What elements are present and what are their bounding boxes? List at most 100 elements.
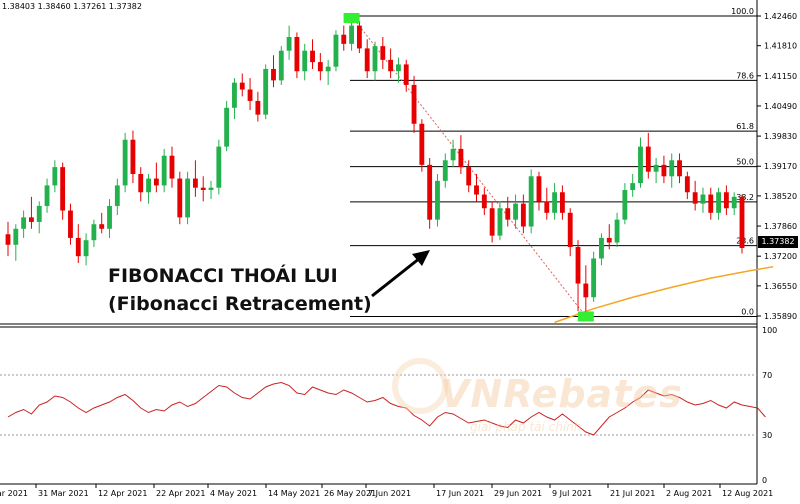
- candle-body: [481, 194, 487, 209]
- time-tick-label: 12 Aug 2021: [722, 489, 773, 498]
- candle-body: [21, 217, 27, 229]
- candle-body: [380, 46, 386, 60]
- candle-body: [388, 59, 394, 72]
- price-tick-label: 1.42460: [764, 12, 797, 21]
- candle-body: [723, 192, 729, 209]
- price-tick-label: 1.39830: [764, 132, 797, 141]
- price-tick-label: 1.37200: [764, 252, 797, 261]
- candle-body: [349, 25, 354, 44]
- rsi-tick-label: 70: [762, 371, 772, 380]
- annotation-arrow: [371, 250, 430, 298]
- candle-body: [442, 160, 448, 181]
- swing-high-marker: [343, 13, 360, 23]
- candle-body: [216, 146, 222, 188]
- time-tick-label: 22 Apr 2021: [156, 489, 205, 498]
- fib-label-0: 100.0: [731, 7, 754, 16]
- candle-body: [731, 196, 737, 209]
- rsi-panel: 100 70 30 0: [0, 326, 777, 485]
- annotation-title: FIBONACCI THOÁI LUI: [108, 265, 338, 287]
- time-tick-label: 21 Jul 2021: [610, 489, 655, 498]
- candle-body: [263, 68, 269, 115]
- candle-body: [505, 208, 511, 220]
- candle-body: [489, 208, 495, 236]
- rsi-tick-label: 100: [762, 326, 777, 335]
- watermark-logo-icon: [392, 358, 448, 414]
- candle-body: [372, 46, 378, 72]
- candle-body: [44, 185, 50, 206]
- candle-body: [52, 167, 58, 186]
- candle-body: [341, 34, 347, 44]
- price-tick-label: 1.39170: [764, 162, 797, 171]
- candle-body: [255, 100, 261, 115]
- candle-body: [614, 219, 620, 243]
- moving-average: [554, 265, 774, 324]
- time-tick-label: 29 Jun 2021: [494, 489, 542, 498]
- candle-body: [302, 50, 308, 72]
- candle-body: [474, 185, 479, 195]
- candle-body: [559, 192, 565, 213]
- candle-body: [208, 187, 214, 190]
- fib-label-5: 23.6: [736, 237, 754, 246]
- candle-body: [325, 66, 331, 72]
- price-tick-label: 1.35890: [764, 312, 797, 321]
- price-axis: 1.42460 1.41810 1.41150 1.40490 1.39830 1.391…: [757, 12, 797, 321]
- ohlc-readout: 1.38403 1.38460 1.37261 1.37382: [2, 2, 142, 11]
- annotation-label: FIBONACCI THOÁI LUI (Fibonacci Retraceme…: [108, 262, 372, 318]
- rsi-tick-label: 30: [762, 431, 772, 440]
- candle-body: [638, 146, 643, 184]
- time-tick-label: 4 May 2021: [210, 489, 257, 498]
- candle-body: [450, 148, 456, 161]
- candle-body: [317, 62, 323, 72]
- candle-body: [232, 82, 237, 108]
- candle-body: [122, 139, 128, 186]
- candle-body: [91, 224, 97, 241]
- candle-body: [528, 176, 534, 227]
- fib-label-6: 0.0: [741, 307, 754, 316]
- time-tick-label: 7 Jun 2021: [368, 489, 411, 498]
- candle-body: [36, 205, 42, 222]
- candle-body: [161, 155, 167, 186]
- candle-body: [458, 148, 464, 168]
- candle-body: [247, 89, 253, 101]
- watermark-tagline: giải pháp tài chính: [470, 420, 582, 434]
- candle-body: [567, 212, 573, 248]
- candle-body: [271, 68, 276, 81]
- candle-body: [645, 146, 651, 172]
- time-tick-label: 26 May 2021: [324, 489, 376, 498]
- candle-body: [544, 201, 550, 213]
- candle-body: [153, 178, 159, 186]
- candle-body: [75, 237, 81, 257]
- ma-line: [554, 265, 774, 324]
- price-tick-label: 1.40490: [764, 102, 797, 111]
- candle-body: [200, 187, 206, 190]
- candle-body: [575, 247, 581, 284]
- time-tick-label: 12 Apr 2021: [98, 489, 147, 498]
- candle-body: [177, 178, 183, 218]
- candle-body: [364, 48, 370, 72]
- candle-body: [239, 82, 245, 90]
- candle-body: [692, 192, 698, 204]
- candle-body: [536, 176, 542, 202]
- candle-body: [29, 217, 34, 222]
- retracement-trendline: [351, 15, 587, 317]
- candle-body: [99, 224, 105, 229]
- candle-body: [708, 194, 714, 213]
- trendline: [351, 15, 587, 317]
- time-tick-label: 31 Mar 2021: [38, 489, 89, 498]
- time-axis: Mar 2021 31 Mar 2021 12 Apr 2021 22 Apr 202…: [0, 484, 773, 498]
- time-tick-label: Mar 2021: [0, 489, 28, 498]
- candle-body: [427, 164, 433, 220]
- candle-body: [13, 228, 19, 245]
- candle-body: [83, 240, 89, 257]
- swing-low-marker: [577, 311, 594, 322]
- price-tick-label: 1.36550: [764, 282, 797, 291]
- candle-body: [130, 139, 136, 174]
- time-tick-label: 9 Jul 2021: [552, 489, 592, 498]
- price-tick-label: 1.41150: [764, 72, 797, 81]
- candle-body: [60, 167, 66, 211]
- candle-body: [739, 196, 745, 248]
- fib-label-1: 78.6: [736, 71, 754, 80]
- swing-markers: [343, 13, 594, 322]
- candle-body: [146, 178, 151, 193]
